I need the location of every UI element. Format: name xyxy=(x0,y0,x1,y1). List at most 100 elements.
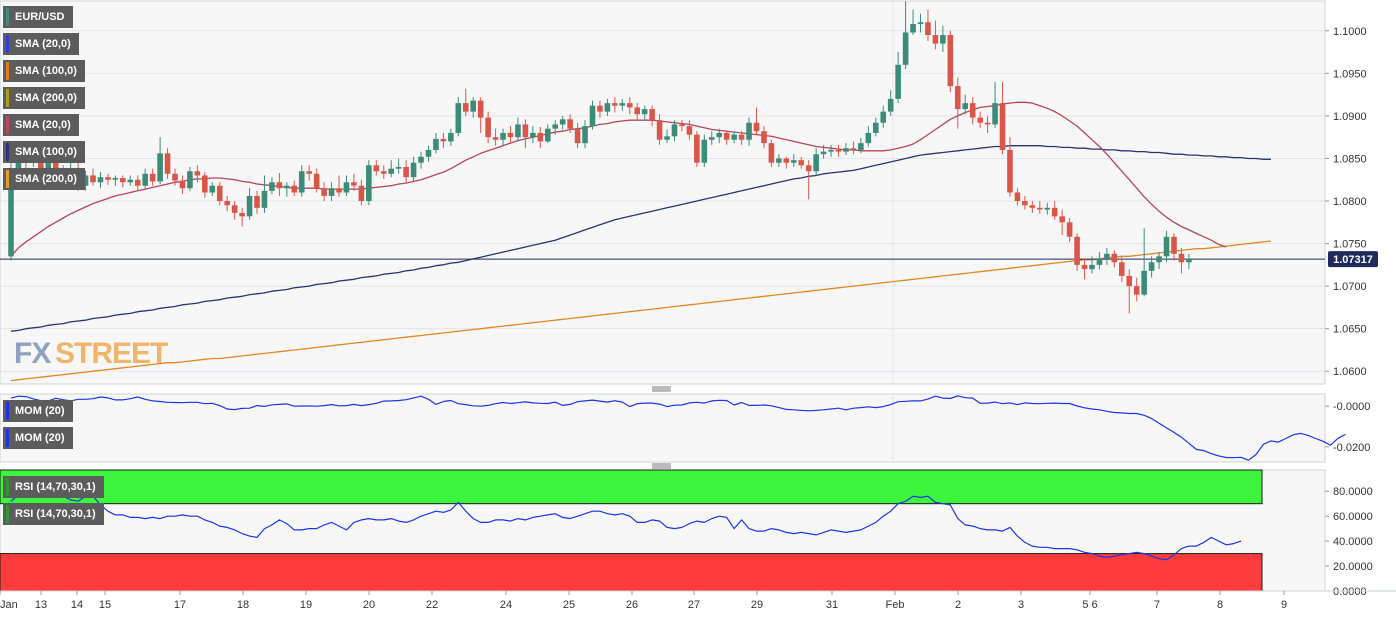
candle-body xyxy=(582,126,588,144)
candle-body xyxy=(1022,201,1028,206)
mom-tick-label: -0.0000 xyxy=(1333,401,1370,413)
candle-body xyxy=(179,180,186,189)
legend-sma20-a[interactable]: SMA (20,0) xyxy=(3,33,79,55)
candle xyxy=(261,175,268,213)
candle xyxy=(679,120,685,132)
legend-rsi-a[interactable]: RSI (14,70,30,1) xyxy=(3,476,104,498)
resize-handle-icon[interactable] xyxy=(652,463,671,469)
candles xyxy=(8,1,1192,314)
candle-body xyxy=(813,154,819,172)
candle xyxy=(790,154,797,167)
legend-swatch xyxy=(6,35,9,53)
candle-body xyxy=(418,156,424,163)
candle xyxy=(477,97,484,133)
candle xyxy=(694,131,700,167)
candle xyxy=(597,100,603,118)
candle xyxy=(321,182,327,202)
legend-swatch xyxy=(6,478,9,496)
current-price-box xyxy=(1328,251,1378,268)
candle-body xyxy=(231,205,238,213)
candle xyxy=(865,126,872,147)
candle xyxy=(380,165,387,179)
candle xyxy=(984,115,991,133)
candle-body xyxy=(507,132,514,138)
candle xyxy=(1022,195,1028,210)
time-tick-label: 26 xyxy=(626,599,638,611)
candle xyxy=(738,131,745,145)
legend-sma200-b[interactable]: SMA (200,0) xyxy=(3,168,85,190)
candle xyxy=(731,131,737,144)
price-tick-label: 1.0650 xyxy=(1333,324,1367,336)
candle xyxy=(276,172,283,196)
candle xyxy=(746,117,752,146)
candle-body xyxy=(910,23,916,33)
candle-body xyxy=(440,138,447,142)
candle-body xyxy=(738,134,745,140)
candle xyxy=(269,177,275,195)
candle xyxy=(1081,258,1088,280)
legend-swatch xyxy=(6,62,9,80)
candle-body xyxy=(880,111,887,123)
symbol-label[interactable]: EUR/USD xyxy=(3,6,73,28)
resize-handle-icon[interactable] xyxy=(652,386,671,392)
legend-sma100-b[interactable]: SMA (100,0) xyxy=(3,141,85,163)
candle-body xyxy=(1081,264,1088,270)
symbol-swatch xyxy=(6,8,9,26)
candle-body xyxy=(246,195,253,217)
rsi-zones xyxy=(0,469,1263,592)
candle xyxy=(134,175,141,191)
candle xyxy=(157,137,163,184)
candle-body xyxy=(1014,192,1021,202)
candle-body xyxy=(515,124,521,138)
candle xyxy=(537,126,544,149)
time-tick-label: Feb xyxy=(886,599,905,611)
pane-2 xyxy=(0,393,1326,463)
pane-resize-handles[interactable] xyxy=(652,386,671,469)
candle-body xyxy=(202,175,208,193)
candle-body xyxy=(373,165,380,172)
candle xyxy=(977,111,983,128)
legend-sma20-b[interactable]: SMA (20,0) xyxy=(3,114,79,136)
candle-body xyxy=(433,138,439,150)
time-tick-label: 29 xyxy=(751,599,763,611)
candle-body xyxy=(149,173,156,182)
candle xyxy=(641,105,648,120)
candle-body xyxy=(261,190,268,208)
legend-swatch xyxy=(6,143,9,161)
candle xyxy=(559,115,566,130)
candle-body xyxy=(664,136,670,140)
candle xyxy=(298,165,305,197)
candle-body xyxy=(254,195,260,208)
time-tick-label: 24 xyxy=(500,599,512,611)
candle-body xyxy=(626,103,633,108)
candle-body xyxy=(306,171,312,174)
candle-body xyxy=(731,134,737,140)
candle-body xyxy=(216,185,223,202)
candle-body xyxy=(209,185,216,193)
legend-sma200-a[interactable]: SMA (200,0) xyxy=(3,87,85,109)
candle-body xyxy=(134,179,141,186)
legend-sma100-a[interactable]: SMA (100,0) xyxy=(3,60,85,82)
legend-mom-b[interactable]: MOM (20) xyxy=(3,427,73,449)
candle-body xyxy=(38,151,44,183)
candle-body xyxy=(522,124,529,138)
candle xyxy=(433,132,439,154)
candle-body xyxy=(164,153,171,174)
candle-body xyxy=(865,132,872,144)
candle xyxy=(164,148,171,179)
candle-body xyxy=(656,120,663,140)
candle-body xyxy=(708,137,715,140)
candle xyxy=(90,168,96,186)
rsi-tick-label: 80.0000 xyxy=(1333,486,1373,498)
candle xyxy=(306,165,312,181)
time-tick-label: 14 xyxy=(71,599,83,611)
rsi-oversold-zone xyxy=(0,553,1263,592)
candle-body xyxy=(380,171,387,174)
legend-mom-a[interactable]: MOM (20) xyxy=(3,400,73,422)
candle xyxy=(336,175,342,197)
candle xyxy=(1133,277,1140,302)
legend-rsi-b[interactable]: RSI (14,70,30,1) xyxy=(3,503,104,525)
candle xyxy=(462,88,469,116)
candle-body xyxy=(1133,286,1140,295)
candle-body xyxy=(194,171,201,176)
